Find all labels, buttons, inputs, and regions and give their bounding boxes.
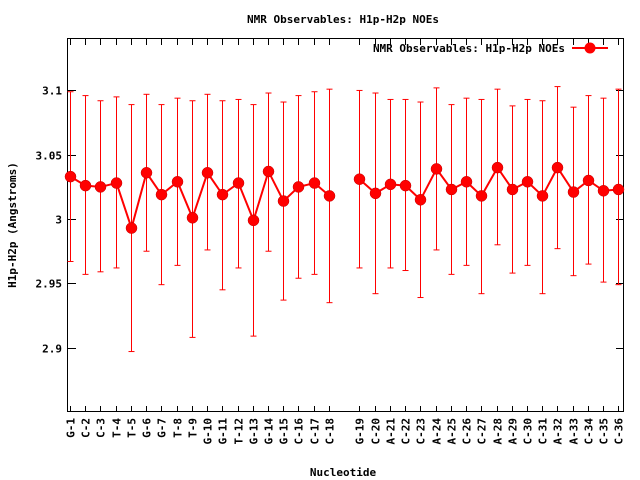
data-point [155, 188, 168, 201]
y-axis-label: H1p-H2p (Angstroms) [6, 162, 19, 288]
data-point [491, 161, 504, 174]
y-tick-label: 3 [55, 214, 62, 227]
data-point [475, 190, 488, 202]
data-point [125, 222, 138, 234]
data-point [64, 170, 77, 183]
data-point [216, 188, 229, 201]
data-point [79, 179, 92, 192]
data-point [369, 187, 382, 200]
x-tick-label: G-6 [141, 418, 154, 438]
data-point [567, 186, 580, 198]
x-tick-label: C-16 [293, 418, 306, 445]
x-tick-label: G-19 [354, 418, 367, 445]
y-tick-label: 2.9 [42, 343, 62, 356]
x-tick-label: T-4 [111, 418, 124, 438]
y-tick-label: 3.05 [36, 150, 63, 163]
x-tick-label: C-18 [324, 418, 337, 445]
x-tick-label: C-27 [476, 418, 489, 445]
data-point [110, 177, 123, 189]
x-tick-label: C-35 [598, 418, 611, 445]
x-tick-label: T-12 [233, 418, 246, 445]
data-point [247, 214, 260, 227]
x-tick-label: A-29 [507, 418, 520, 445]
data-point [414, 194, 427, 206]
data-point [460, 176, 473, 188]
data-point [262, 165, 275, 178]
data-point [292, 181, 305, 193]
y-tick-label: 2.95 [36, 278, 63, 291]
data-point [308, 177, 321, 189]
x-tick-label: G-11 [217, 418, 230, 445]
x-tick-label: C-22 [400, 418, 413, 445]
x-tick-label: G-1 [65, 418, 78, 438]
data-point [551, 161, 564, 174]
series-lines [69, 165, 619, 232]
data-point [430, 163, 443, 175]
x-tick-label: T-8 [172, 418, 185, 438]
data-point [323, 190, 336, 202]
legend-marker [584, 42, 596, 54]
data-point [582, 174, 595, 187]
data-point [536, 190, 549, 202]
data-point [612, 183, 625, 196]
series-line [358, 165, 619, 202]
x-tick-label: C-36 [613, 418, 626, 445]
x-tick-label: A-32 [552, 418, 565, 445]
x-tick-label: G-13 [248, 418, 261, 445]
x-tick-label: C-3 [95, 418, 108, 438]
x-tick-label: C-20 [370, 418, 383, 445]
x-tick-label: A-21 [385, 418, 398, 445]
data-point [94, 181, 107, 193]
x-tick-label: G-15 [278, 418, 291, 445]
y-axis: 2.9 2.95 3 3.05 3.1 [36, 85, 624, 356]
x-tick-label: A-28 [492, 418, 505, 445]
data-point [186, 212, 199, 224]
x-tick-label: C-23 [415, 418, 428, 445]
x-tick-label: C-31 [537, 418, 550, 445]
x-axis-label: Nucleotide [310, 466, 377, 479]
data-point [232, 177, 245, 189]
x-tick-label: C-26 [461, 418, 474, 445]
x-axis: G-1 C-2 C-3 T-4 T-5 G-6 G-7 T-8 T-9 G-10 G-11 T-12 G… [65, 39, 626, 445]
x-tick-label: C-2 [80, 418, 93, 438]
x-tick-label: A-33 [568, 418, 581, 445]
data-point [506, 183, 519, 196]
plot-frame [67, 38, 624, 412]
data-point [399, 179, 412, 192]
legend: NMR Observables: H1p-H2p NOEs [373, 42, 608, 55]
data-point [201, 167, 214, 179]
data-point [171, 176, 184, 188]
x-tick-label: G-10 [202, 418, 215, 445]
legend-label: NMR Observables: H1p-H2p NOEs [373, 42, 565, 55]
y-tick-label: 3.1 [42, 85, 62, 98]
data-point [277, 195, 290, 207]
x-tick-label: C-34 [583, 418, 596, 445]
data-point [597, 185, 610, 197]
data-point [445, 183, 458, 196]
x-tick-label: C-17 [309, 418, 322, 445]
data-point [521, 176, 534, 188]
error-bars [67, 86, 622, 353]
x-tick-label: A-25 [446, 418, 459, 445]
x-tick-label: T-9 [187, 418, 200, 438]
x-tick-label: G-14 [263, 418, 276, 445]
data-point [140, 167, 153, 179]
x-tick-label: C-30 [522, 418, 535, 445]
x-tick-label: A-24 [431, 418, 444, 445]
data-point [353, 173, 366, 185]
series-points [64, 161, 625, 234]
chart-title: NMR Observables: H1p-H2p NOEs [247, 13, 439, 26]
x-tick-label: T-5 [126, 418, 139, 438]
series-line [69, 168, 331, 232]
x-tick-label: G-7 [156, 418, 169, 438]
data-point [384, 178, 397, 191]
